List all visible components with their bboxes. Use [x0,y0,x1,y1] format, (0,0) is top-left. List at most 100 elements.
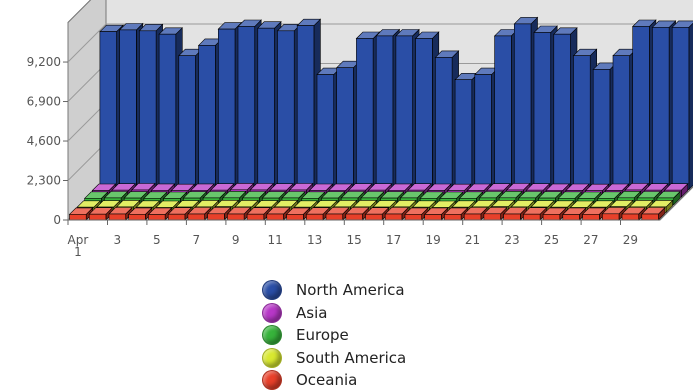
bar [503,213,521,221]
bar [237,26,256,190]
y-tick-label: 9,200 [27,55,61,69]
legend-label: Asia [296,303,328,322]
bar [198,45,216,190]
bar [296,25,315,190]
bar [474,74,492,190]
bar [424,214,442,221]
bar [384,213,403,221]
bar [139,30,157,190]
legend-label: Europe [296,326,349,345]
x-tick-label: 1 [74,245,82,259]
bar [88,213,107,221]
bar [187,213,205,221]
bar [542,214,561,221]
bar [277,30,295,190]
bar [246,213,265,221]
bar [345,213,363,221]
legend-item-asia[interactable]: Asia [262,302,406,325]
gridline [67,23,693,63]
bar [167,213,186,221]
bar [178,55,196,190]
legend-swatch-oceania [262,370,282,391]
bar [632,26,650,190]
bar [582,214,600,221]
bar [573,55,591,190]
bar [356,38,374,190]
bar [523,213,541,221]
bar [454,79,473,190]
bar [207,213,225,221]
legend-swatch-north-america [262,280,282,301]
legend-label: North America [296,281,405,300]
x-tick-label: 11 [268,233,283,247]
legend-item-south-america[interactable]: South America [262,347,406,370]
y-tick-label: 0 [53,213,61,227]
x-tick-label: 7 [192,233,200,247]
bar [305,213,324,221]
x-tick-label: 25 [544,233,559,247]
bar [444,214,462,221]
bar [286,214,304,221]
bar [257,27,275,190]
bar [375,35,394,190]
x-tick-label: 27 [583,233,598,247]
x-tick-label: 13 [307,233,322,247]
bar [533,32,552,190]
y-tick-label: 2,300 [27,174,61,188]
legend-swatch-asia [262,302,282,323]
x-tick-label: 3 [113,233,121,247]
legend-swatch-europe [262,325,282,346]
bar [671,26,690,190]
bar [325,213,344,221]
x-tick-label: 29 [623,233,638,247]
x-tick-label: 5 [153,233,161,247]
bar [395,35,413,190]
bar [227,213,245,221]
bar [553,33,571,190]
bar [218,28,236,190]
bar [365,213,383,221]
bar [108,213,127,221]
legend-label: Oceania [296,371,358,390]
bar [513,23,532,190]
bar-side [688,22,693,191]
bar [641,213,659,221]
x-tick-label: 15 [346,233,361,247]
bar [316,74,335,190]
legend-label: South America [296,348,407,367]
x-tick-label: 9 [232,233,240,247]
legend-swatch-south-america [262,347,282,368]
bar [562,214,580,221]
x-tick-label: 19 [425,233,440,247]
x-tick-label: 21 [465,233,480,247]
y-tick-label: 4,600 [27,134,61,148]
legend-item-north-america[interactable]: North America [262,279,406,302]
legend: North America Asia Europe South America … [262,279,406,392]
y-tick-label: 6,900 [27,95,61,109]
bar [612,55,631,190]
bar [494,35,512,190]
bar [404,214,423,221]
bar [69,214,87,221]
legend-item-europe[interactable]: Europe [262,324,406,347]
bar [99,31,117,190]
bar [158,33,177,190]
bar [119,29,137,190]
bar [128,214,146,221]
x-tick-label: 17 [386,233,401,247]
bar [435,57,453,190]
bar [601,213,620,221]
x-tick-label: Apr [68,233,89,247]
bar [652,26,670,190]
bar [415,38,433,190]
bar [592,69,611,190]
bar [483,213,501,221]
legend-item-oceania[interactable]: Oceania [262,369,406,392]
x-tick-label: 23 [504,233,519,247]
bar [336,67,354,190]
bar [148,214,166,221]
bar [621,213,640,221]
bar [266,213,284,221]
